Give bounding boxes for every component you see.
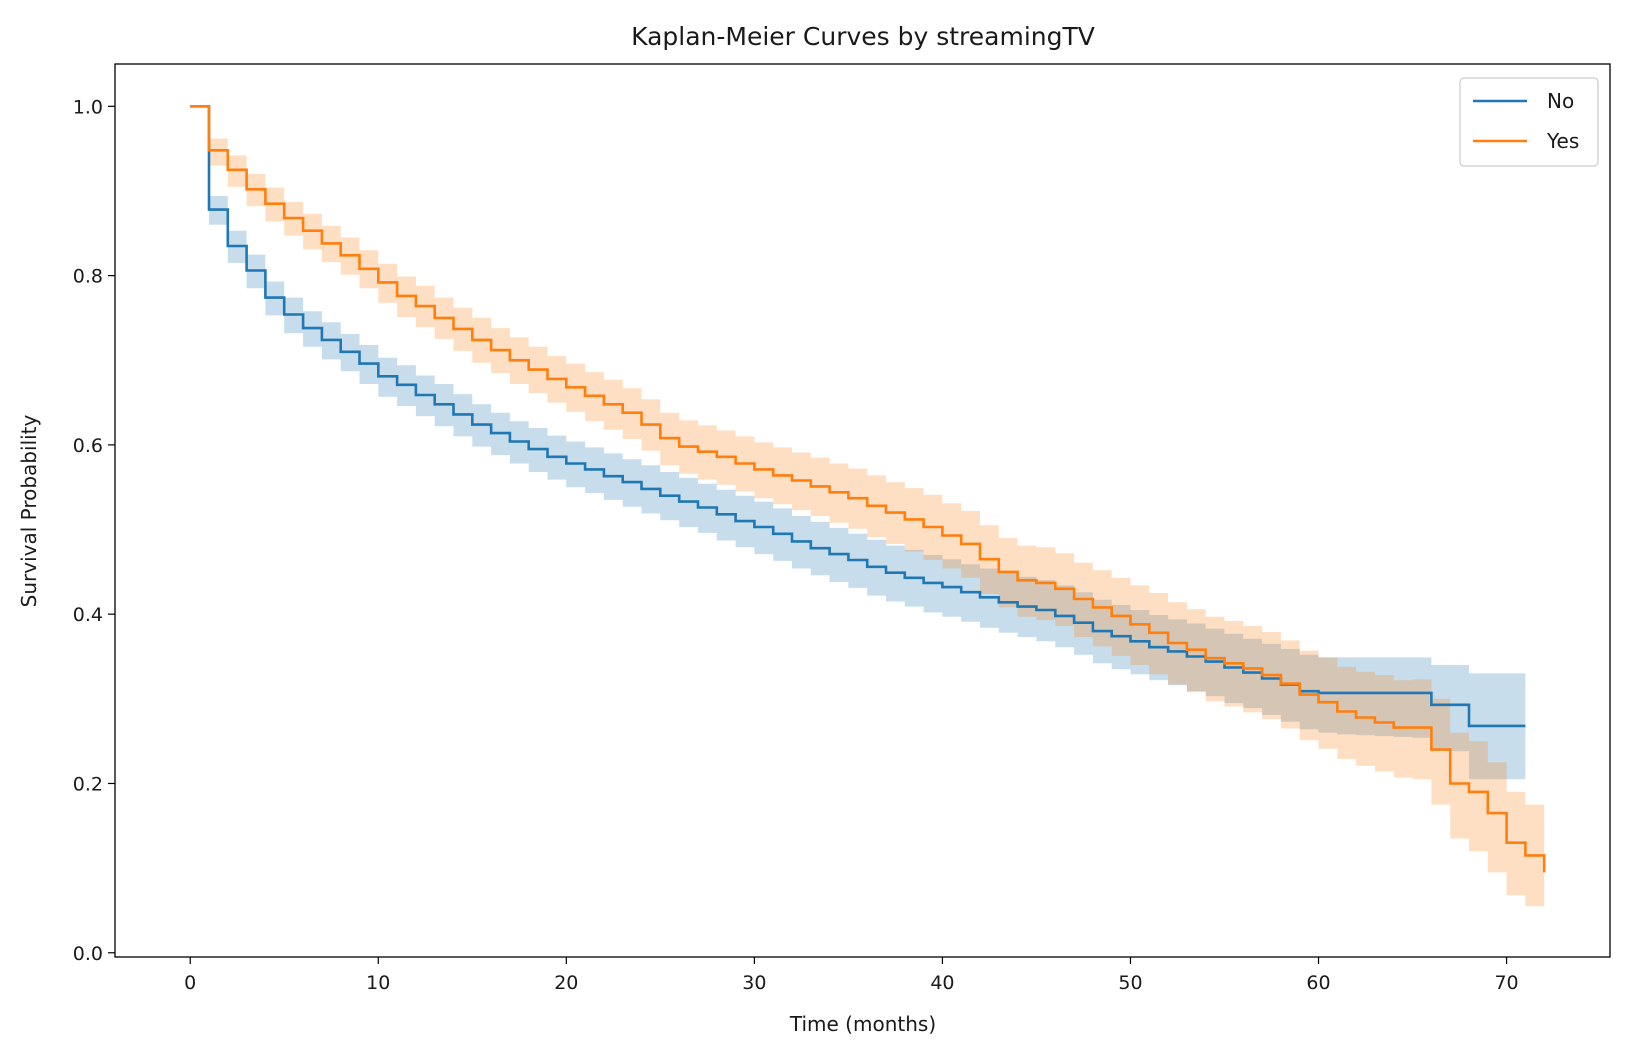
x-tick-label: 20 [554, 972, 578, 994]
survival-curve-yes [190, 105, 1546, 873]
y-axis-ticks: 0.0 0.2 0.4 0.6 0.8 1.0 [73, 96, 115, 965]
confidence-bands [190, 106, 1545, 915]
survival-curve-no [190, 105, 1526, 728]
legend-label-no: No [1547, 89, 1574, 113]
x-axis-label: Time (months) [789, 1012, 936, 1036]
x-tick-label: 50 [1118, 972, 1142, 994]
x-axis-ticks: 0 10 20 30 40 50 60 70 [184, 957, 1519, 994]
confidence-band-yes [190, 106, 1545, 915]
legend: No Yes [1459, 77, 1599, 167]
chart-title: Kaplan-Meier Curves by streamingTV [631, 22, 1095, 51]
x-tick-label: 60 [1306, 972, 1330, 994]
y-tick-label: 0.8 [73, 266, 103, 288]
x-tick-label: 10 [366, 972, 390, 994]
x-tick-label: 70 [1494, 972, 1518, 994]
y-axis-label: Survival Probability [17, 414, 41, 607]
y-tick-label: 0.0 [73, 943, 103, 965]
x-tick-label: 30 [742, 972, 766, 994]
y-tick-label: 0.2 [73, 773, 103, 795]
y-tick-label: 1.0 [73, 96, 103, 118]
survival-curves [190, 105, 1546, 873]
x-tick-label: 40 [930, 972, 954, 994]
y-tick-label: 0.6 [73, 435, 103, 457]
legend-label-yes: Yes [1546, 129, 1579, 153]
plot-area-frame [114, 63, 1611, 958]
confidence-band-no [190, 106, 1526, 780]
x-tick-label: 0 [184, 972, 196, 994]
y-tick-label: 0.4 [73, 604, 103, 626]
